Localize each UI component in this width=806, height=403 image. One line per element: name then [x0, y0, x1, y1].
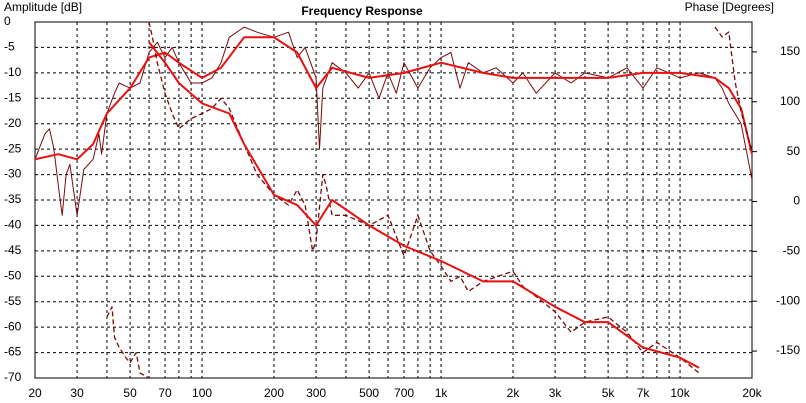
y-tick-label: -45: [4, 243, 22, 257]
y2-tick-label: 100: [780, 94, 800, 108]
x-tick-label: 3k: [549, 386, 563, 400]
y2-tick-label: -150: [776, 343, 800, 357]
y-tick-label: -70: [4, 370, 22, 384]
y-tick-label: -55: [4, 294, 22, 308]
x-tick-label: 20k: [742, 386, 762, 400]
y2-tick-label: -100: [776, 293, 800, 307]
x-tick-label: 20: [28, 386, 42, 400]
y-axis-label: Amplitude [dB]: [4, 0, 82, 14]
x-tick-label: 7k: [637, 386, 651, 400]
x-tick-label: 50: [123, 386, 137, 400]
y2-tick-label: -50: [783, 244, 801, 258]
y-tick-label: -5: [4, 40, 15, 54]
plot-frame: [34, 21, 753, 379]
series-line: [106, 306, 150, 378]
y-tick-label: -65: [4, 345, 22, 359]
y2-tick-label: 50: [787, 144, 801, 158]
y2-axis-label: Phase [Degrees]: [685, 0, 774, 14]
y-tick-label: -60: [4, 319, 22, 333]
x-tick-label: 100: [192, 386, 212, 400]
x-tick-label: 5k: [602, 386, 616, 400]
y-tick-label: -50: [4, 268, 22, 282]
series-line: [714, 26, 752, 152]
x-tick-label: 300: [306, 386, 326, 400]
y2-tick-label: 0: [793, 194, 800, 208]
x-tick-label: 500: [359, 386, 379, 400]
chart-title: Frequency Response: [301, 4, 423, 18]
y-tick-label: -40: [4, 218, 22, 232]
series-line: [35, 36, 752, 161]
x-tick-label: 70: [158, 386, 172, 400]
x-tick-label: 30: [70, 386, 84, 400]
y-tick-label: 0: [4, 14, 11, 28]
y-tick-label: -35: [4, 192, 22, 206]
x-tick-label: 700: [394, 386, 414, 400]
y-tick-label: -20: [4, 116, 22, 130]
series-line: [35, 26, 752, 216]
y-tick-label: -10: [4, 65, 22, 79]
y-tick-label: -15: [4, 90, 22, 104]
y-tick-label: -25: [4, 141, 22, 155]
x-tick-label: 2k: [507, 386, 521, 400]
y2-tick-label: 150: [780, 44, 800, 58]
series-line: [148, 41, 700, 369]
x-tick-label: 1k: [435, 386, 449, 400]
x-tick-label: 10k: [670, 386, 690, 400]
x-tick-label: 200: [264, 386, 284, 400]
y-tick-label: -30: [4, 167, 22, 181]
series-line: [148, 22, 700, 374]
